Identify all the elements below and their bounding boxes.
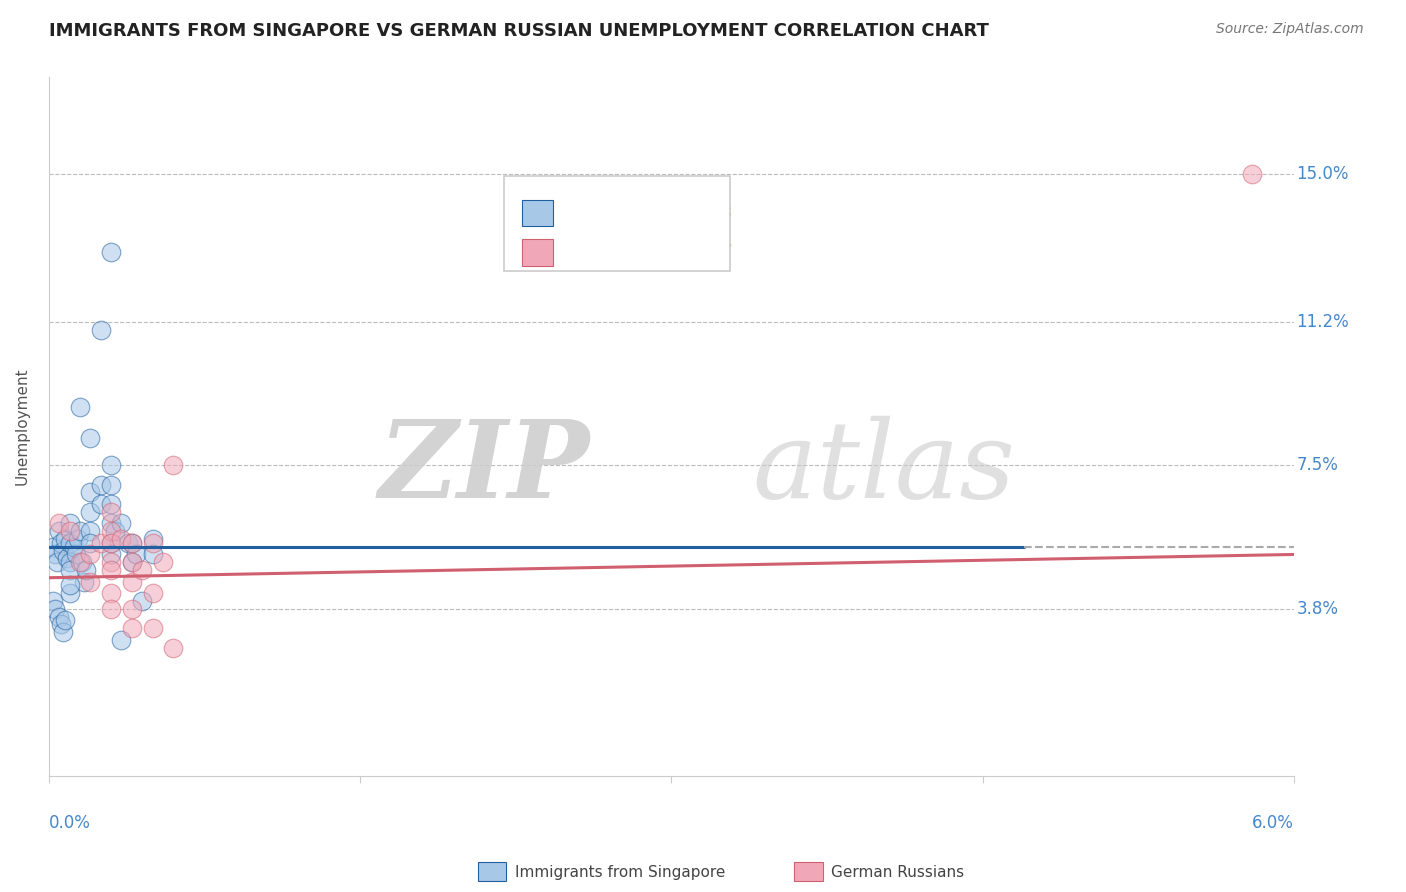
Point [121,536,143,550]
Point [79,574,101,589]
Point [100,548,122,562]
Point [90,497,112,511]
Point [48,524,70,539]
Point [58,555,80,569]
Point [56,551,79,566]
Point [100,536,122,550]
Point [141,548,163,562]
Point [110,632,132,647]
Y-axis label: Unemployment: Unemployment [15,368,30,485]
Point [51,617,73,632]
Point [100,244,122,259]
Point [100,516,122,531]
Text: 7.5%: 7.5% [1296,456,1339,475]
Point [100,505,122,519]
Point [100,497,122,511]
Text: ZIP: ZIP [380,416,591,521]
Text: 15.0%: 15.0% [1296,165,1348,184]
Point [79,505,101,519]
Point [69,524,91,539]
Point [79,524,101,539]
Text: N = 27: N = 27 [669,244,733,261]
Text: 11.2%: 11.2% [1296,313,1350,331]
Text: 0.0%: 0.0% [49,814,90,832]
Point [65,548,87,562]
Point [110,516,132,531]
Point [69,555,91,569]
Point [121,574,143,589]
Point [58,516,80,531]
Text: IMMIGRANTS FROM SINGAPORE VS GERMAN RUSSIAN UNEMPLOYMENT CORRELATION CHART: IMMIGRANTS FROM SINGAPORE VS GERMAN RUSS… [49,22,988,40]
Point [141,536,163,550]
Text: 3.8%: 3.8% [1296,599,1339,618]
Point [44,548,66,562]
Point [1241,168,1264,182]
Point [79,548,101,562]
Point [121,621,143,635]
Point [100,477,122,491]
Point [100,524,122,539]
Point [48,609,70,624]
Point [58,578,80,592]
Text: German Russians: German Russians [831,865,965,880]
Point [58,524,80,539]
Point [131,563,153,577]
Point [100,536,122,550]
Point [162,458,184,473]
Point [100,586,122,600]
Point [104,524,127,539]
Point [62,540,84,554]
Point [117,536,139,550]
Point [42,594,65,608]
Point [79,431,101,445]
Point [44,601,66,615]
Point [100,563,122,577]
Point [73,574,96,589]
Point [66,532,89,546]
Point [121,536,143,550]
Point [100,458,122,473]
Point [79,485,101,500]
Point [52,625,75,640]
Text: N = 53: N = 53 [669,204,733,222]
Point [90,477,112,491]
Point [141,621,163,635]
Point [75,563,97,577]
Point [141,532,163,546]
Point [58,586,80,600]
Text: Immigrants from Singapore: Immigrants from Singapore [515,865,725,880]
Point [90,536,112,550]
Point [53,613,76,627]
Point [141,586,163,600]
Point [90,322,112,336]
Point [121,601,143,615]
Text: Source: ZipAtlas.com: Source: ZipAtlas.com [1216,22,1364,37]
Point [52,543,75,558]
Text: R =  0.081: R = 0.081 [564,244,652,261]
Point [69,400,91,414]
Point [121,555,143,569]
Point [79,536,101,550]
Point [110,532,132,546]
Point [162,640,184,655]
Point [48,516,70,531]
Point [42,540,65,554]
Text: 6.0%: 6.0% [1251,814,1294,832]
Point [58,563,80,577]
Point [125,548,148,562]
Point [58,536,80,550]
Text: atlas: atlas [752,416,1015,521]
Point [100,601,122,615]
Point [121,555,143,569]
Point [53,532,76,546]
Text: R = 0.000: R = 0.000 [564,204,648,222]
Point [46,555,69,569]
Point [51,536,73,550]
Point [70,555,93,569]
Point [131,594,153,608]
Point [152,555,174,569]
Point [100,555,122,569]
